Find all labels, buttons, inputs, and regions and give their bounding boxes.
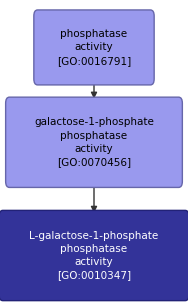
Text: galactose-1-phosphate
phosphatase
activity
[GO:0070456]: galactose-1-phosphate phosphatase activi…: [34, 118, 154, 167]
FancyBboxPatch shape: [0, 211, 188, 300]
FancyBboxPatch shape: [34, 10, 154, 85]
FancyBboxPatch shape: [6, 97, 182, 187]
Text: phosphatase
activity
[GO:0016791]: phosphatase activity [GO:0016791]: [57, 29, 131, 65]
Text: L-galactose-1-phosphate
phosphatase
activity
[GO:0010347]: L-galactose-1-phosphate phosphatase acti…: [29, 231, 159, 280]
